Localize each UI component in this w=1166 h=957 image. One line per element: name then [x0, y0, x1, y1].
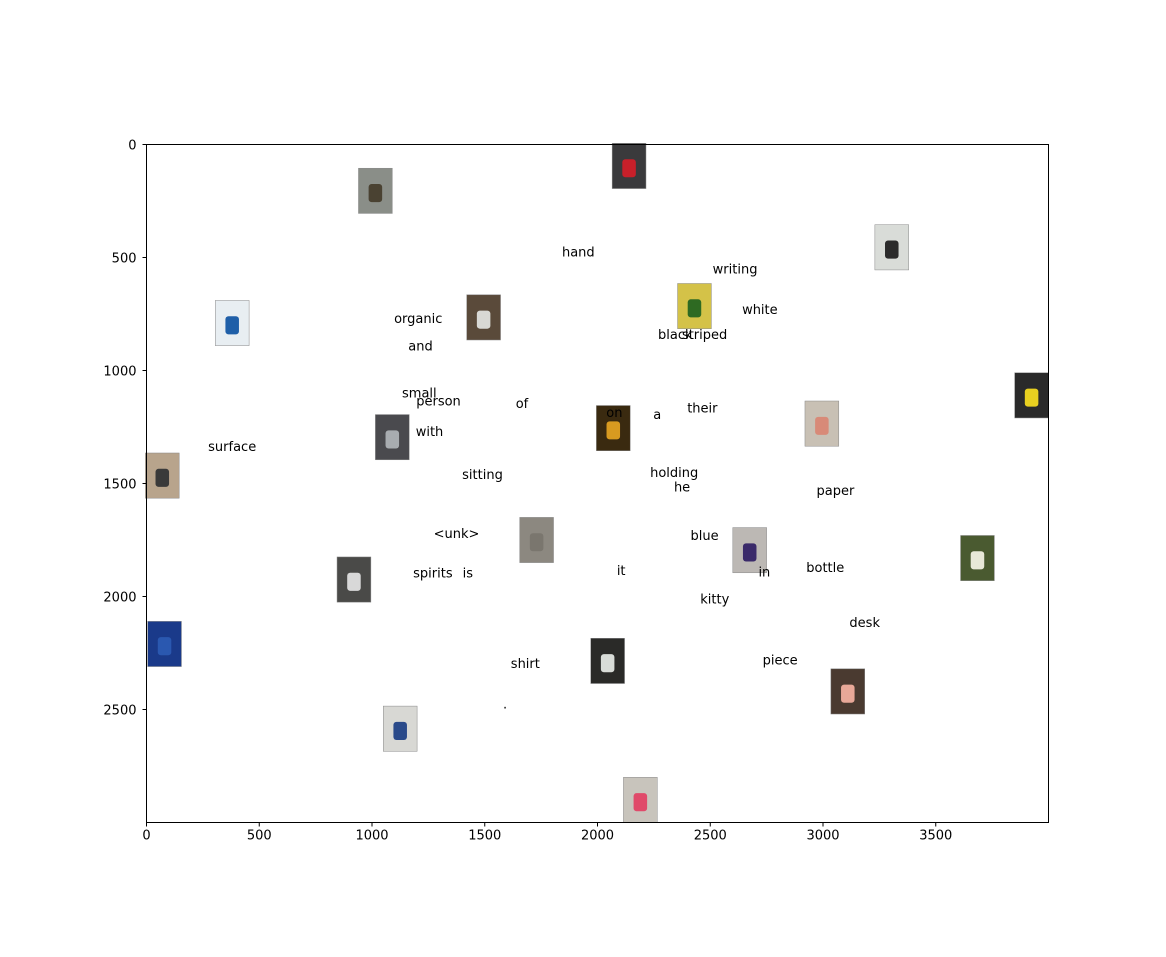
- word-label: .: [503, 697, 507, 712]
- red-object-dark-thumbnail: [611, 143, 647, 189]
- purple-bottle-thumbnail: [732, 527, 767, 574]
- word-label: organic: [394, 312, 442, 327]
- word-label: person: [416, 395, 461, 410]
- dark-object-thumbnail: [375, 414, 410, 461]
- word-label: and: [408, 339, 432, 354]
- word-label: white: [742, 303, 778, 318]
- word-label: spirits: [413, 566, 453, 581]
- thumbnail-subject: [155, 468, 170, 487]
- word-label: is: [463, 566, 474, 581]
- coffee-mug-thumbnail: [145, 452, 180, 499]
- word-label: a: [653, 408, 661, 423]
- word-label: <unk>: [434, 527, 480, 542]
- word-label: kitty: [700, 592, 729, 607]
- pink-item-thumbnail: [830, 668, 865, 715]
- word-label: holding: [650, 466, 698, 481]
- y-axis: 0 500 1000 1500 2000 2500: [103, 139, 147, 719]
- x-tick-label: 3500: [919, 829, 952, 844]
- thumbnail-subject: [476, 310, 491, 329]
- cloudy-sky-object-thumbnail: [358, 167, 393, 214]
- word-label: shirt: [511, 657, 540, 672]
- word-label: striped: [682, 328, 727, 343]
- x-tick-label: 1500: [468, 829, 501, 844]
- thumbnail-background: [611, 143, 647, 189]
- bright-screen-thumbnail: [590, 638, 625, 684]
- x-tick-label: 0: [142, 829, 150, 844]
- thumbnail-subject: [393, 721, 407, 741]
- white-bag-thumbnail: [466, 294, 501, 341]
- x-tick-label: 2500: [694, 829, 727, 844]
- thumbnail-subject: [529, 533, 544, 552]
- pink-box-thumbnail: [623, 777, 658, 823]
- x-tick-label: 500: [247, 829, 272, 844]
- thumbnail-subject: [622, 159, 636, 178]
- x-tick-label: 2000: [581, 829, 614, 844]
- thumbnail-subject: [347, 572, 361, 591]
- thumbnail-background: [519, 517, 554, 563]
- word-label: sitting: [462, 468, 503, 483]
- y-tick-label: 1000: [103, 365, 136, 380]
- blue-fabric-thumbnail: [147, 621, 182, 667]
- y-tick-label: 2500: [103, 704, 136, 719]
- word-label: black: [658, 328, 693, 343]
- orange-light-thumbnail: [596, 405, 631, 451]
- y-tick-label: 1500: [103, 478, 136, 493]
- word-label: with: [416, 425, 444, 440]
- thumbnails-layer: [145, 143, 1049, 823]
- tissue-box-thumbnail: [804, 400, 840, 447]
- word-label: piece: [763, 653, 798, 668]
- dark-cup-thumbnail: [874, 224, 909, 271]
- word-label: blue: [691, 529, 719, 544]
- thumbnail-subject: [225, 316, 239, 335]
- x-tick-label: 3000: [806, 829, 839, 844]
- thumbnail-subject: [606, 421, 621, 440]
- thumbnail-subject: [1024, 388, 1039, 407]
- thumbnail-subject: [885, 240, 899, 259]
- gray-surface-thumbnail: [519, 517, 554, 563]
- white-bag-floor-thumbnail: [383, 705, 418, 752]
- thumbnail-subject: [742, 543, 757, 562]
- word-label: in: [758, 565, 770, 580]
- thumbnail-subject: [970, 551, 985, 570]
- thumbnail-subject: [157, 637, 172, 656]
- y-tick-label: 2000: [103, 591, 136, 606]
- word-label: desk: [849, 616, 880, 631]
- x-tick-label: 1000: [355, 829, 388, 844]
- thumbnail-subject: [841, 684, 855, 703]
- thumbnail-subject: [633, 793, 648, 812]
- thumbnail-subject: [600, 654, 615, 673]
- x-axis: 0 500 1000 1500 2000 2500 3000 3500: [142, 822, 952, 844]
- thumbnail-subject: [385, 430, 400, 449]
- dark-disc-thumbnail: [336, 556, 372, 603]
- word-label: writing: [713, 262, 758, 277]
- yellow-can-thumbnail: [1014, 372, 1049, 419]
- word-label: on: [606, 406, 622, 421]
- word-label: bottle: [806, 561, 844, 576]
- word-label: he: [674, 481, 690, 496]
- word-label: hand: [562, 245, 595, 260]
- thumbnail-subject: [687, 299, 702, 318]
- word-label: surface: [208, 440, 256, 455]
- word-label: small: [402, 387, 437, 402]
- green-bottle-thumbnail: [960, 535, 995, 581]
- thumbnail-subject: [815, 416, 829, 435]
- word-label: it: [617, 564, 626, 579]
- thumbnail-subject: [368, 184, 383, 203]
- y-tick-label: 500: [112, 252, 137, 267]
- chips-bag-thumbnail: [215, 300, 250, 346]
- green-plant-thumbnail: [677, 283, 712, 329]
- y-tick-label: 0: [128, 139, 136, 154]
- word-label: their: [687, 401, 718, 416]
- word-label: of: [516, 397, 529, 412]
- word-label: paper: [816, 484, 854, 499]
